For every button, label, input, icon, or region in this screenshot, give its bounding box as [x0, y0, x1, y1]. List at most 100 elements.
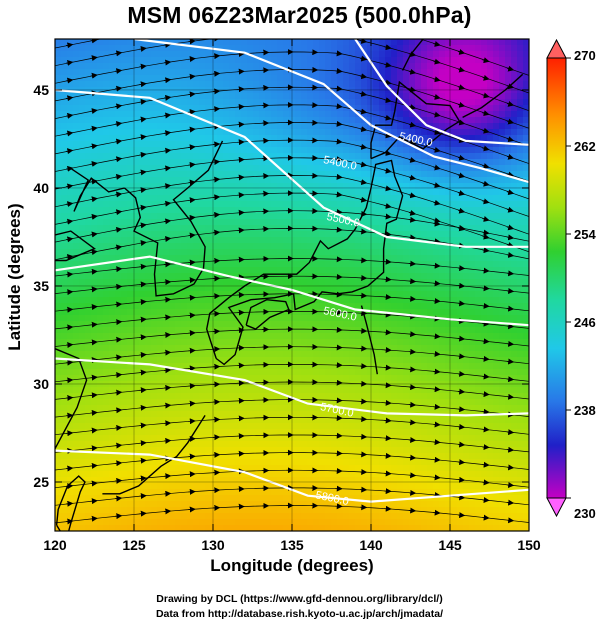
- flow-arrow: [163, 200, 172, 207]
- flow-arrow: [90, 392, 98, 399]
- flow-arrow: [433, 217, 441, 224]
- flow-arrow: [139, 98, 147, 105]
- flow-arrow: [139, 45, 147, 52]
- flow-arrow: [506, 376, 515, 383]
- flow-arrow: [433, 238, 441, 245]
- flow-arrow: [384, 114, 392, 121]
- flow-arrow: [482, 285, 490, 292]
- flow-arrow: [66, 148, 74, 155]
- flow-arrow: [359, 55, 368, 62]
- flow-arrow: [359, 39, 368, 44]
- flow-arrow: [384, 97, 392, 104]
- flow-arrow: [139, 240, 147, 246]
- flow-arrow: [114, 85, 123, 92]
- flow-arrow: [433, 199, 441, 206]
- flow-arrow: [506, 287, 515, 294]
- flow-arrow: [114, 138, 123, 145]
- flow-arrow: [114, 209, 123, 216]
- flow-arrow: [139, 222, 147, 229]
- coastline: [360, 305, 378, 375]
- colorbar-tick-label: 230: [574, 506, 596, 521]
- flow-arrow: [66, 394, 74, 401]
- flow-arrow: [114, 68, 123, 75]
- x-axis: 120 125 130 135 140 145 150: [43, 39, 541, 553]
- flow-arrow: [506, 118, 515, 125]
- flow-arrow: [66, 465, 74, 472]
- flow-arrow: [90, 72, 98, 79]
- flow-arrow: [482, 180, 490, 187]
- flow-arrow: [188, 161, 196, 168]
- colorbar-tick-label: 254: [574, 227, 596, 242]
- flow-arrow: [433, 111, 441, 118]
- flow-arrow: [433, 93, 441, 100]
- flow-arrow: [90, 55, 98, 62]
- flow-arrow: [114, 103, 123, 110]
- flow-arrow: [139, 187, 147, 194]
- geopotential-contour: [55, 88, 529, 248]
- flow-arrow: [482, 514, 490, 521]
- flow-arrow: [90, 409, 98, 416]
- colorbar-max-triangle: [546, 38, 567, 59]
- flow-arrow: [139, 81, 147, 88]
- flow-arrow: [188, 108, 196, 115]
- flow-arrow: [506, 171, 515, 178]
- flow-arrow: [457, 66, 466, 73]
- flow-arrow: [359, 143, 368, 150]
- flow-arrow: [506, 393, 515, 400]
- colorbar-tick-label: 238: [574, 403, 596, 418]
- flow-arrow: [189, 23, 195, 24]
- flow-arrow: [114, 226, 123, 233]
- coastline: [102, 415, 206, 495]
- y-tick-label: 25: [33, 474, 49, 490]
- flow-arrow: [66, 430, 74, 437]
- flow-arrow: [66, 289, 74, 296]
- flow-arrow: [506, 340, 515, 347]
- flow-arrow: [66, 95, 74, 102]
- flow-arrow: [506, 358, 515, 365]
- coastline: [370, 80, 461, 160]
- flow-arrow: [482, 355, 490, 362]
- flow-arrow: [457, 84, 466, 91]
- flow-arrow: [163, 130, 172, 137]
- flow-arrow: [482, 426, 490, 433]
- flow-arrow: [90, 498, 98, 505]
- flow-arrow: [335, 138, 343, 145]
- flow-arrow: [66, 77, 74, 84]
- flow-arrow: [384, 213, 392, 220]
- flow-arrow: [188, 39, 196, 45]
- flow-arrow: [90, 480, 98, 487]
- y-axis-label: Latitude (degrees): [5, 203, 24, 351]
- flow-arrow: [506, 136, 515, 143]
- flow-arrow: [482, 338, 490, 345]
- flow-arrow: [114, 120, 123, 127]
- flow-arrow: [90, 160, 98, 167]
- flow-arrow: [359, 161, 368, 168]
- flow-arrow: [482, 233, 490, 240]
- flow-arrow: [335, 68, 343, 74]
- x-tick-label: 120: [43, 537, 67, 553]
- flow-arrow: [408, 216, 417, 223]
- x-tick-label: 130: [201, 537, 225, 553]
- flow-arrow: [66, 183, 74, 190]
- flow-arrow: [408, 104, 417, 110]
- flow-arrow: [66, 42, 74, 49]
- flow-arrow: [360, 23, 366, 24]
- colorbar-min-triangle: [546, 497, 567, 518]
- flow-arrow: [433, 164, 441, 171]
- flow-arrow: [114, 173, 123, 180]
- flow-arrow: [90, 339, 98, 346]
- flow-arrow: [482, 110, 490, 117]
- coastlines: [55, 39, 524, 531]
- flow-arrow: [457, 225, 466, 232]
- flow-arrow: [408, 157, 417, 163]
- flow-arrow: [359, 90, 368, 97]
- flow-arrow: [66, 59, 74, 66]
- flow-arrow: [66, 342, 74, 349]
- flow-arrow: [506, 153, 515, 160]
- flow-arrow: [335, 36, 341, 37]
- data-credit: Data from http://database.rish.kyoto-u.a…: [155, 608, 444, 620]
- flow-arrow: [66, 112, 74, 119]
- flow-arrow: [90, 427, 98, 434]
- flow-arrow: [163, 183, 172, 190]
